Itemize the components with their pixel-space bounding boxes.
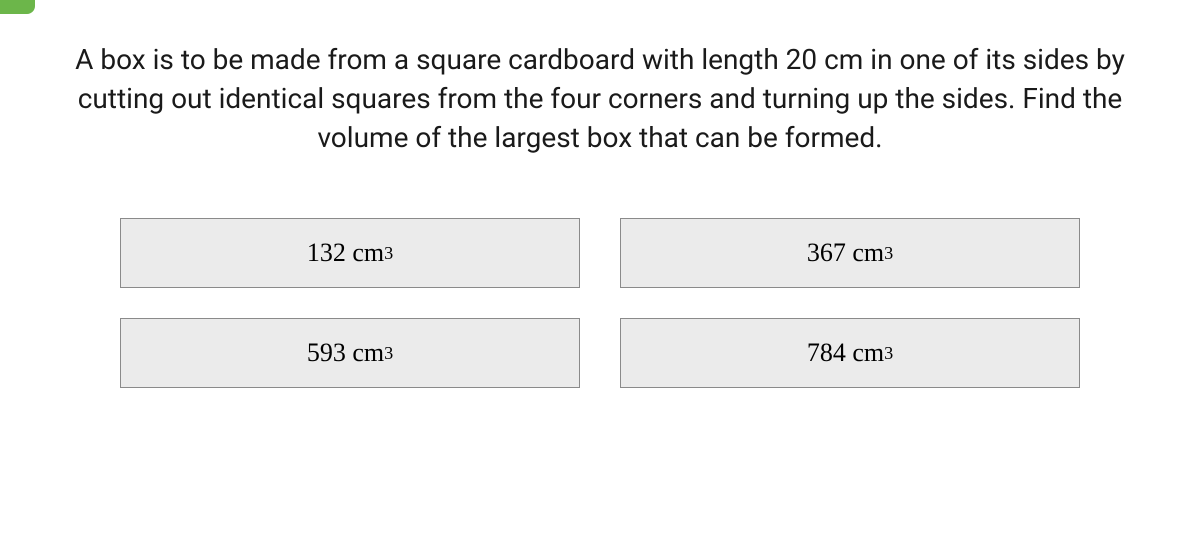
options-grid: 132 cm3 367 cm3 593 cm3 784 cm3 (60, 218, 1140, 388)
option-a[interactable]: 132 cm3 (120, 218, 580, 288)
option-d[interactable]: 784 cm3 (620, 318, 1080, 388)
question-text: A box is to be made from a square cardbo… (60, 40, 1140, 158)
option-value: 784 (807, 338, 846, 368)
option-value: 132 (307, 238, 346, 268)
option-value: 593 (307, 338, 346, 368)
progress-accent (0, 0, 35, 14)
option-b[interactable]: 367 cm3 (620, 218, 1080, 288)
option-unit: cm (352, 338, 384, 368)
option-unit: cm (852, 338, 884, 368)
option-unit: cm (352, 238, 384, 268)
option-c[interactable]: 593 cm3 (120, 318, 580, 388)
option-unit: cm (852, 238, 884, 268)
option-value: 367 (807, 238, 846, 268)
